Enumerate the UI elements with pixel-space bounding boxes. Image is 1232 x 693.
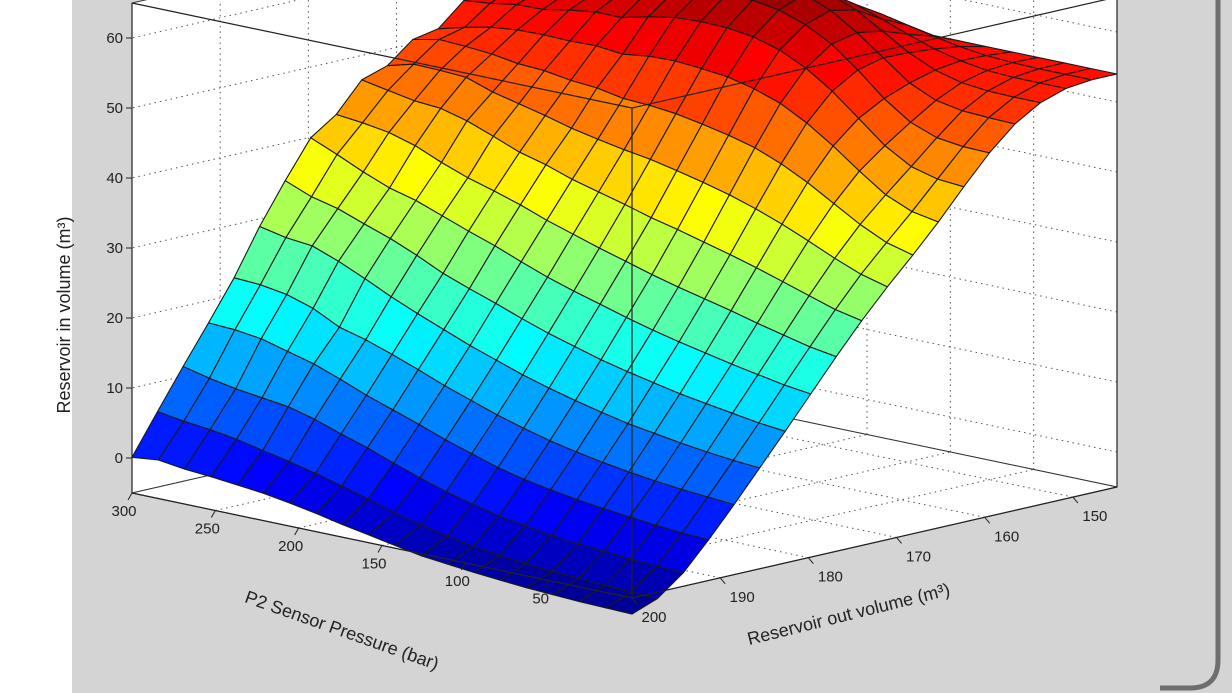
x-tick-label: 160: [994, 528, 1019, 545]
y-tick-label: 250: [195, 521, 220, 538]
z-tick-label: 30: [106, 240, 123, 257]
surface-patch: [605, 591, 659, 615]
y-tick-label: 300: [111, 503, 136, 520]
y-tick-mark: [210, 510, 216, 518]
frame-border-arc: [1160, 0, 1221, 691]
top-edge-left: [131, 2, 633, 109]
z-tick-label: 50: [106, 100, 123, 117]
y-tick-mark: [127, 492, 133, 501]
z-tick-label: 0: [115, 450, 123, 467]
x-tick-label: 200: [641, 609, 666, 626]
y-tick-mark: [460, 562, 466, 571]
y-tick-mark: [544, 580, 550, 588]
z-tick-label: 20: [106, 310, 123, 327]
x-tick-label: 150: [1082, 508, 1107, 525]
top-edge-right: [631, 0, 1107, 109]
x-tick-mark: [896, 537, 902, 544]
z-tick-label: 60: [106, 30, 123, 47]
z-tick-label: 40: [106, 170, 123, 187]
y-tick-label: 150: [361, 556, 386, 573]
z-axis-label: Reservoir in volume (m³): [54, 216, 74, 413]
z-tick-label: 10: [106, 380, 123, 397]
x-tick-mark: [807, 557, 814, 564]
x-tick-mark: [1072, 496, 1079, 504]
x-tick-mark: [631, 597, 638, 605]
y-tick-mark: [377, 545, 383, 553]
y-tick-label: 50: [532, 591, 549, 608]
y-tick-label: 200: [278, 538, 303, 555]
x-tick-label: 180: [818, 569, 843, 586]
tick-labels: 0 10 20 30 40 50 60 50 100 150 200 250 300 150 160 170 1…: [106, 30, 1107, 626]
x-tick-mark: [719, 577, 726, 585]
x-axis-line: [631, 486, 1118, 599]
x-tick-label: 190: [730, 589, 755, 606]
x-tick-label: 170: [906, 549, 931, 566]
y-tick-mark: [294, 527, 300, 536]
y-tick-label: 100: [445, 573, 470, 590]
x-tick-mark: [984, 516, 991, 524]
surface-mesh: [131, 0, 1118, 615]
